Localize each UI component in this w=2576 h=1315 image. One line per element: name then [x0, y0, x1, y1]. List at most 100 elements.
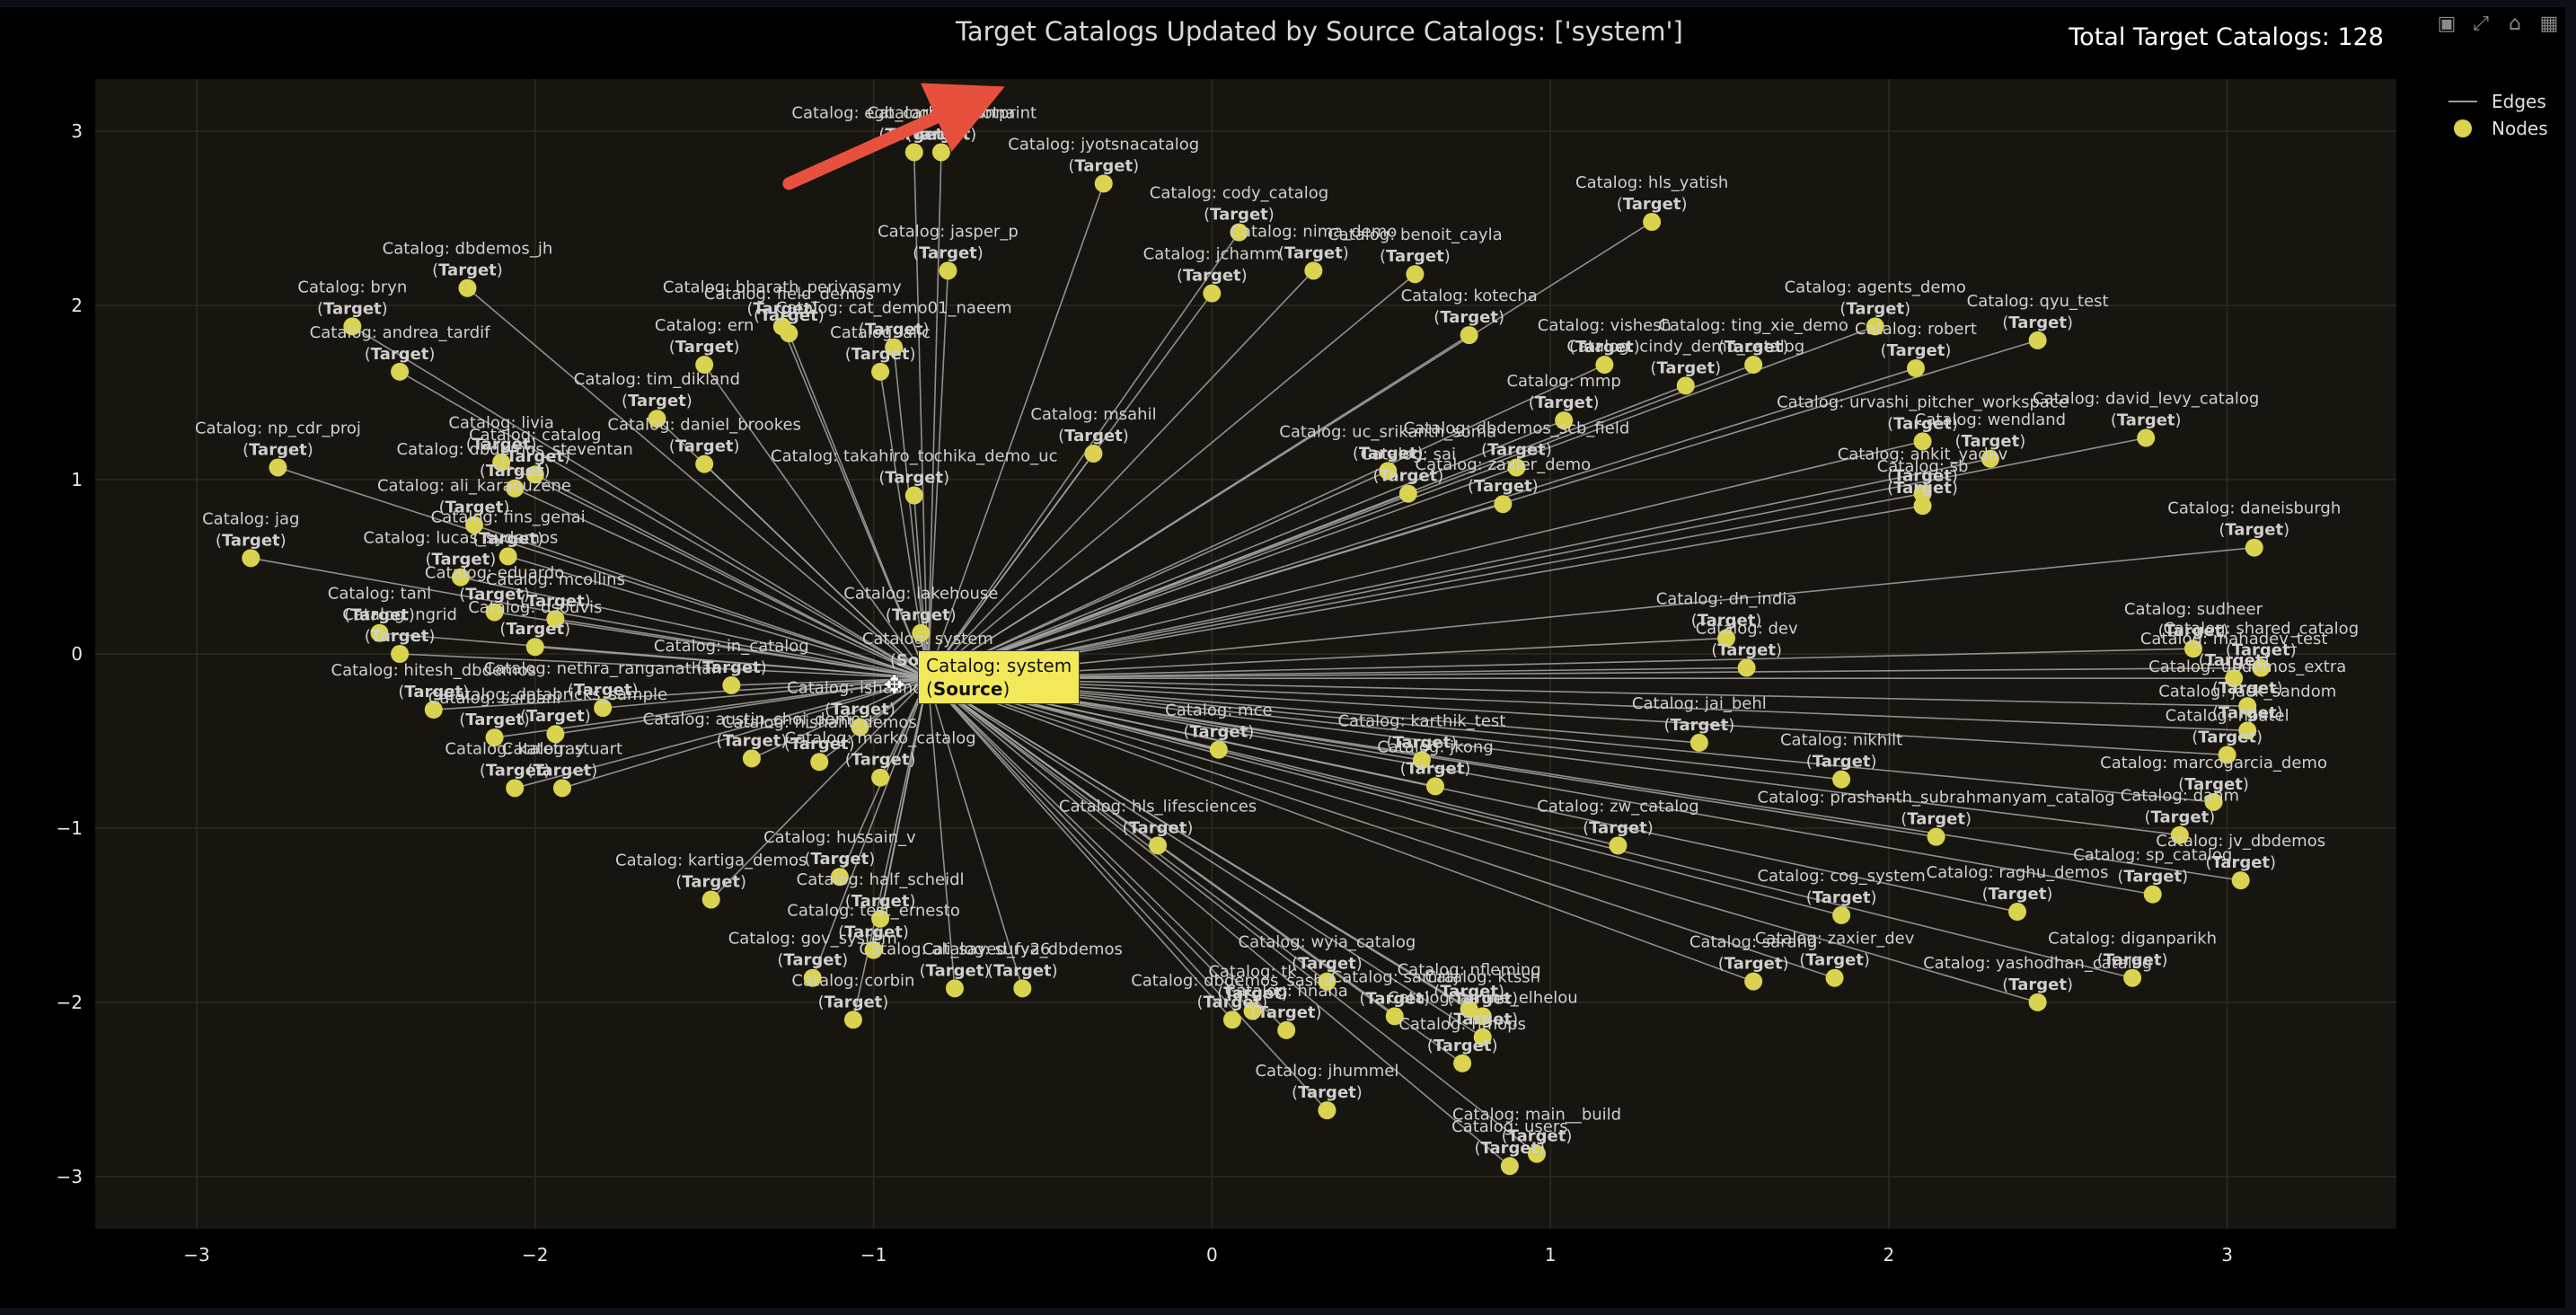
- node-marker[interactable]: [2170, 825, 2189, 844]
- node-marker[interactable]: [931, 143, 950, 162]
- node-marker[interactable]: [1304, 261, 1323, 280]
- node-marker[interactable]: [391, 645, 410, 663]
- node-marker[interactable]: [2238, 721, 2257, 740]
- node-marker[interactable]: [904, 143, 923, 162]
- node-marker[interactable]: [546, 725, 565, 744]
- node-marker[interactable]: [2231, 871, 2250, 890]
- node-marker[interactable]: [1676, 376, 1695, 395]
- node-marker[interactable]: [695, 455, 714, 473]
- node-marker[interactable]: [1913, 484, 1932, 503]
- node-marker[interactable]: [1528, 1144, 1547, 1163]
- node-marker[interactable]: [2183, 640, 2202, 658]
- node-marker[interactable]: [1460, 1000, 1478, 1019]
- node-marker[interactable]: [695, 356, 714, 375]
- node-marker[interactable]: [1425, 777, 1444, 796]
- node-marker[interactable]: [1595, 356, 1614, 375]
- node-marker[interactable]: [904, 486, 923, 505]
- node-marker[interactable]: [269, 458, 287, 477]
- node-marker[interactable]: [552, 779, 571, 798]
- node-marker[interactable]: [1643, 213, 1662, 232]
- node-marker[interactable]: [1913, 432, 1932, 451]
- node-marker[interactable]: [1744, 972, 1763, 991]
- node-marker[interactable]: [1507, 458, 1526, 477]
- node-marker[interactable]: [1555, 411, 1574, 430]
- node-marker[interactable]: [1473, 1007, 1492, 1026]
- node-marker[interactable]: [506, 779, 525, 798]
- node-marker[interactable]: [2028, 993, 2047, 1011]
- node-marker[interactable]: [1825, 968, 1844, 987]
- node-marker[interactable]: [1406, 265, 1425, 284]
- node-marker[interactable]: [939, 261, 957, 280]
- autoscale-icon[interactable]: ⤢: [2473, 13, 2489, 35]
- node-marker[interactable]: [1460, 326, 1478, 345]
- node-marker[interactable]: [343, 317, 362, 336]
- node-marker[interactable]: [648, 410, 666, 428]
- node-marker[interactable]: [2137, 428, 2156, 447]
- node-marker[interactable]: [1398, 484, 1417, 503]
- home-icon[interactable]: ⌂: [2509, 13, 2521, 35]
- node-marker[interactable]: [1230, 223, 1248, 242]
- node-marker[interactable]: [701, 890, 720, 909]
- node-marker[interactable]: [722, 675, 741, 694]
- node-marker[interactable]: [242, 549, 260, 568]
- node-marker[interactable]: [1149, 836, 1168, 855]
- node-marker[interactable]: [864, 940, 883, 959]
- node-marker[interactable]: [1981, 449, 1999, 468]
- node-marker[interactable]: [1744, 356, 1763, 375]
- node-marker[interactable]: [2143, 885, 2162, 904]
- node-marker[interactable]: [1717, 629, 1736, 648]
- node-marker[interactable]: [1203, 284, 1222, 303]
- node-marker[interactable]: [780, 324, 798, 343]
- minus-icon[interactable]: ▣: [2437, 13, 2457, 35]
- node-marker[interactable]: [1906, 358, 1925, 377]
- node-marker[interactable]: [424, 701, 443, 719]
- node-marker[interactable]: [1737, 658, 1756, 677]
- node-marker[interactable]: [742, 749, 761, 768]
- node-marker[interactable]: [485, 603, 504, 622]
- node-marker[interactable]: [1494, 495, 1513, 514]
- legend-item-edges[interactable]: Edges: [2445, 88, 2548, 115]
- node-marker[interactable]: [498, 547, 517, 566]
- node-marker[interactable]: [2225, 669, 2244, 688]
- node-marker[interactable]: [1094, 174, 1113, 193]
- node-marker[interactable]: [830, 868, 849, 887]
- node-marker[interactable]: [843, 1011, 862, 1029]
- node-marker[interactable]: [1689, 733, 1708, 752]
- node-marker[interactable]: [1832, 770, 1851, 789]
- node-marker[interactable]: [1453, 1054, 1472, 1072]
- node-marker[interactable]: [871, 768, 890, 787]
- node-marker[interactable]: [885, 338, 904, 357]
- node-marker[interactable]: [1379, 462, 1398, 481]
- node-marker[interactable]: [451, 568, 470, 587]
- node-marker[interactable]: [594, 699, 613, 718]
- node-marker[interactable]: [506, 479, 525, 498]
- node-marker[interactable]: [1412, 751, 1431, 770]
- node-marker[interactable]: [851, 718, 869, 737]
- node-marker[interactable]: [1084, 444, 1103, 463]
- node-marker[interactable]: [803, 968, 822, 987]
- node-marker[interactable]: [546, 610, 565, 629]
- node-marker[interactable]: [2252, 658, 2271, 677]
- node-marker[interactable]: [1209, 740, 1228, 759]
- node-marker[interactable]: [458, 278, 477, 297]
- node-marker[interactable]: [2245, 538, 2263, 557]
- node-marker[interactable]: [1318, 972, 1337, 991]
- plotly-logo-icon[interactable]: ▦: [2539, 13, 2559, 35]
- node-marker[interactable]: [1277, 1020, 1296, 1039]
- node-marker[interactable]: [1013, 979, 1032, 998]
- node-marker[interactable]: [525, 638, 544, 657]
- node-marker[interactable]: [485, 728, 504, 747]
- node-marker[interactable]: [871, 362, 890, 381]
- node-marker[interactable]: [1243, 1002, 1262, 1020]
- node-marker[interactable]: [2204, 792, 2223, 811]
- node-marker[interactable]: [391, 362, 410, 381]
- node-marker[interactable]: [1609, 836, 1628, 855]
- node-marker[interactable]: [1500, 1157, 1519, 1176]
- node-marker[interactable]: [2238, 697, 2257, 716]
- node-marker[interactable]: [2218, 746, 2236, 764]
- node-marker[interactable]: [2028, 331, 2047, 349]
- node-marker[interactable]: [945, 979, 964, 998]
- node-marker[interactable]: [912, 623, 931, 642]
- node-marker[interactable]: [1927, 827, 1945, 846]
- node-marker[interactable]: [1318, 1101, 1337, 1120]
